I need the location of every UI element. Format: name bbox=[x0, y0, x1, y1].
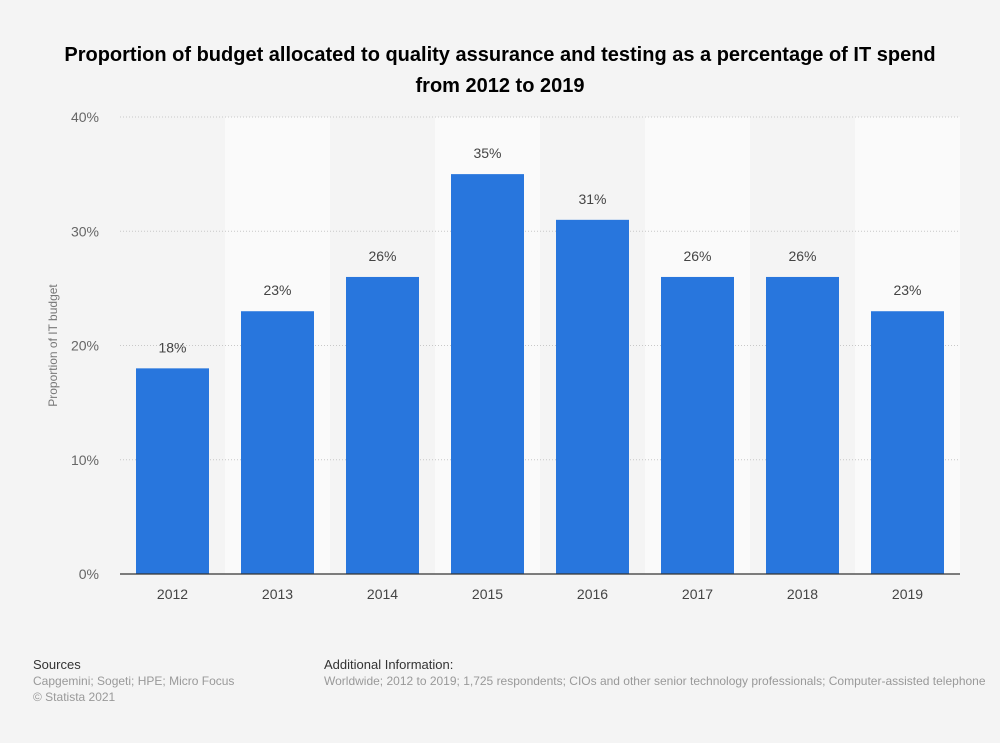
data-label: 18% bbox=[158, 339, 186, 355]
sources-heading: Sources bbox=[33, 657, 81, 672]
y-tick-label: 20% bbox=[71, 338, 99, 354]
x-tick-label: 2018 bbox=[787, 586, 818, 602]
bar-2013 bbox=[241, 311, 314, 574]
info-heading: Additional Information: bbox=[324, 657, 454, 672]
bar-chart: 0% 10% 20% 30% 40% 18% 2012 23% 2013 26% 2014 35% 20… bbox=[46, 109, 960, 602]
additional-info-block: Additional Information: Worldwide; 2012 … bbox=[324, 657, 986, 689]
x-tick-label: 2016 bbox=[577, 586, 608, 602]
sources-block: Sources Capgemini; Sogeti; HPE; Micro Fo… bbox=[33, 657, 234, 705]
data-label: 26% bbox=[368, 248, 396, 264]
data-label: 26% bbox=[788, 248, 816, 264]
data-label: 23% bbox=[263, 282, 291, 298]
x-tick-label: 2019 bbox=[892, 586, 923, 602]
sources-text: Capgemini; Sogeti; HPE; Micro Focus bbox=[33, 674, 235, 688]
y-tick-label: 10% bbox=[71, 452, 99, 468]
x-tick-label: 2012 bbox=[157, 586, 188, 602]
data-label: 31% bbox=[578, 191, 606, 207]
x-tick-label: 2014 bbox=[367, 586, 398, 602]
bar-2016 bbox=[556, 219, 629, 574]
data-label: 35% bbox=[473, 145, 501, 161]
x-tick-label: 2015 bbox=[472, 586, 503, 602]
y-tick-label: 0% bbox=[79, 566, 99, 582]
y-tick-label: 30% bbox=[71, 223, 99, 239]
info-text: Worldwide; 2012 to 2019; 1,725 responden… bbox=[324, 674, 986, 688]
x-tick-label: 2013 bbox=[262, 586, 293, 602]
copyright: © Statista 2021 bbox=[33, 690, 116, 704]
x-tick-label: 2017 bbox=[682, 586, 713, 602]
bar-2018 bbox=[766, 276, 839, 574]
bar-2015 bbox=[451, 174, 524, 574]
data-label: 23% bbox=[893, 282, 921, 298]
bar-2017 bbox=[661, 276, 734, 574]
chart-title: Proportion of budget allocated to qualit… bbox=[64, 44, 936, 97]
bar-2014 bbox=[346, 276, 419, 574]
y-tick-label: 40% bbox=[71, 109, 99, 125]
data-label: 26% bbox=[683, 248, 711, 264]
bar-2012 bbox=[136, 368, 209, 574]
bar-2019 bbox=[871, 311, 944, 574]
y-axis-label: Proportion of IT budget bbox=[46, 284, 60, 407]
